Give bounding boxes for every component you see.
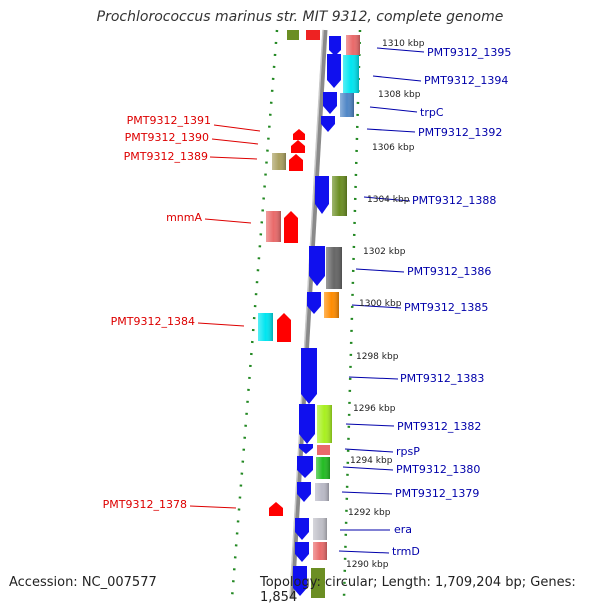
gene-label[interactable]: PMT9312_1379	[395, 487, 479, 500]
tick-label: 1308 kbp	[378, 90, 421, 100]
gene-label[interactable]: PMT9312_1394	[424, 74, 508, 87]
gene-label[interactable]: PMT9312_1388	[412, 194, 496, 207]
feature-top-olive	[287, 30, 299, 40]
map-title: Prochlorococcus marinus str. MIT 9312, c…	[96, 9, 504, 25]
gene-label[interactable]: PMT9312_1385	[404, 301, 488, 314]
gene-arrow	[315, 176, 329, 214]
cds-block	[317, 445, 330, 455]
tick-label: 1290 kbp	[346, 560, 389, 570]
gene-arrow	[321, 116, 335, 132]
tick-label: 1300 kbp	[359, 299, 402, 309]
gene-label[interactable]: trmD	[392, 545, 420, 558]
tick-label: 1310 kbp	[382, 39, 425, 49]
tick-label: 1306 kbp	[372, 143, 415, 153]
gene-arrow	[329, 36, 341, 56]
gene-label[interactable]: PMT9312_1382	[397, 420, 481, 433]
gene-label[interactable]: rpsP	[396, 445, 420, 458]
tick-label: 1304 kbp	[367, 195, 410, 205]
gene-label[interactable]: trpC	[420, 106, 444, 119]
gene-arrow	[307, 292, 321, 314]
gene-label[interactable]: era	[394, 523, 412, 536]
gene-label[interactable]: PMT9312_1392	[418, 126, 502, 139]
gene-label[interactable]: PMT9312_1383	[400, 372, 484, 385]
left-gene-labels: PMT9312_1391 PMT9312_1390 PMT9312_1389 m…	[103, 114, 211, 511]
gene-arrow	[291, 140, 305, 153]
tick-label: 1294 kbp	[350, 456, 393, 466]
gene-arrow	[284, 211, 298, 243]
gene-arrow	[269, 502, 283, 516]
left-leaders	[189, 124, 261, 509]
gene-arrow	[299, 404, 315, 444]
gene-arrow	[295, 542, 309, 562]
right-gene-labels: PMT9312_1395 PMT9312_1394 trpC PMT9312_1…	[392, 46, 511, 558]
feature-top-red	[306, 30, 320, 40]
shading	[258, 35, 360, 560]
gene-arrow	[297, 482, 311, 502]
forward-strand-genes	[293, 36, 341, 596]
gene-arrow	[297, 456, 313, 478]
gene-label[interactable]: PMT9312_1390	[125, 131, 209, 144]
gene-label[interactable]: PMT9312_1391	[127, 114, 211, 127]
kbp-ticks: 1310 kbp 1308 kbp 1306 kbp 1304 kbp 1302…	[346, 39, 425, 570]
gene-label[interactable]: PMT9312_1380	[396, 463, 480, 476]
gene-label[interactable]: PMT9312_1389	[124, 150, 208, 163]
tick-label: 1302 kbp	[363, 247, 406, 257]
gene-arrow	[295, 518, 309, 540]
gene-arrow	[293, 566, 307, 596]
tick-label: 1296 kbp	[353, 404, 396, 414]
right-leaders	[338, 47, 425, 554]
gene-label[interactable]: mnmA	[166, 211, 202, 224]
gene-arrow	[327, 54, 341, 88]
gene-arrow	[293, 129, 305, 140]
topology-text: Topology: circular; Length: 1,709,204 bp…	[260, 575, 576, 605]
gene-label[interactable]: PMT9312_1378	[103, 498, 187, 511]
gene-arrow	[323, 92, 337, 114]
tick-label: 1292 kbp	[348, 508, 391, 518]
gene-arrow	[299, 444, 313, 454]
genome-backbone	[289, 29, 328, 599]
gene-arrow	[301, 348, 317, 404]
accession-text: Accession: NC_007577	[9, 575, 157, 590]
gene-arrow	[309, 246, 325, 286]
genome-backbone-highlight	[289, 29, 324, 599]
tick-label: 1298 kbp	[356, 352, 399, 362]
gene-arrow	[289, 154, 303, 171]
gene-label[interactable]: PMT9312_1386	[407, 265, 491, 278]
gene-label[interactable]: PMT9312_1395	[427, 46, 511, 59]
cds-block	[311, 568, 325, 598]
gene-label[interactable]: PMT9312_1384	[111, 315, 195, 328]
gene-arrow	[277, 313, 291, 342]
